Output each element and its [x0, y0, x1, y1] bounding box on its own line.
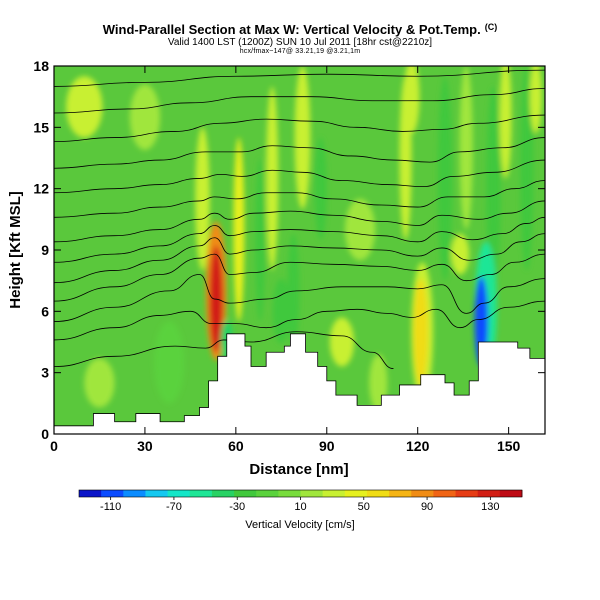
w-anomaly — [294, 66, 311, 210]
colorbar-swatch — [123, 490, 146, 497]
vertical-velocity-field — [66, 66, 542, 412]
colorbar-swatch — [189, 490, 213, 497]
w-anomaly — [344, 198, 376, 261]
w-anomaly — [266, 86, 279, 271]
theta-contour — [54, 137, 545, 169]
w-anomaly — [486, 86, 501, 291]
x-tick-label: 0 — [50, 438, 58, 454]
colorbar-tick-label: 50 — [358, 501, 370, 513]
colorbar-swatch — [145, 490, 168, 497]
colorbar-tick-label: -70 — [166, 501, 182, 513]
theta-contour — [54, 274, 545, 322]
colorbar-swatch — [101, 490, 124, 497]
w-anomaly — [499, 66, 512, 179]
w-anomaly — [255, 158, 265, 322]
colorbar-swatch — [79, 490, 102, 497]
theta-contour — [54, 216, 545, 263]
y-tick-label: 18 — [33, 58, 49, 74]
y-axis-title: Height [Kft MSL] — [7, 191, 24, 308]
theta-contour — [54, 69, 545, 87]
w-anomaly — [154, 321, 185, 404]
theta-contour — [54, 88, 545, 114]
x-tick-label: 150 — [497, 438, 521, 454]
y-tick-label: 0 — [41, 426, 49, 442]
theta-contour — [54, 300, 545, 341]
colorbar-swatch — [322, 490, 346, 497]
x-axis-title: Distance [nm] — [249, 461, 348, 478]
colorbar-tick-label: -110 — [100, 501, 121, 513]
theta-contour — [54, 233, 545, 284]
w-anomaly — [129, 84, 161, 150]
theta-contour — [54, 200, 545, 243]
w-anomaly — [451, 233, 470, 275]
y-tick-label: 6 — [41, 303, 49, 319]
theta-contour — [54, 159, 545, 194]
valid-time-subtitle: Valid 1400 LST (1200Z) SUN 10 Jul 2011 [… — [167, 37, 433, 48]
w-anomaly — [233, 137, 245, 322]
colorbar-swatch — [477, 490, 501, 497]
y-tick-label: 9 — [41, 242, 49, 258]
colorbar-swatch — [455, 490, 479, 497]
w-anomaly — [272, 278, 290, 345]
colorbar-swatch — [256, 490, 279, 497]
path-subtitle: hcx/fmax~147@ 33.21,19 @3.21,1m — [239, 48, 361, 55]
colorbar-tick-label: 90 — [421, 501, 433, 513]
colorbar-swatch — [300, 490, 324, 497]
theta-contour — [54, 253, 545, 302]
x-tick-label: 30 — [137, 438, 153, 454]
colorbar-tick-label: 130 — [481, 501, 499, 513]
terrain — [54, 333, 545, 434]
colorbar-tick-label: 10 — [294, 501, 306, 513]
colorbar-tick-label: -30 — [229, 501, 245, 513]
colorbar-swatch — [278, 490, 301, 497]
w-anomaly — [314, 137, 327, 240]
colorbar-swatch — [234, 490, 257, 497]
w-anomaly — [403, 66, 420, 134]
w-anomaly — [195, 127, 210, 271]
y-tick-label: 3 — [41, 365, 49, 381]
w-anomaly — [329, 317, 355, 367]
colorbar-swatch — [366, 490, 390, 497]
x-tick-label: 120 — [406, 438, 430, 454]
colorbar-swatch — [411, 490, 434, 497]
w-anomaly — [459, 66, 473, 230]
colorbar-swatch — [499, 490, 523, 497]
colorbar-swatch — [433, 490, 456, 497]
y-tick-label: 15 — [33, 119, 49, 135]
colorbar-swatch — [167, 490, 191, 497]
plot-area — [54, 66, 545, 434]
colorbar-swatch — [389, 490, 412, 497]
theta-contour — [54, 180, 545, 218]
y-axis: 0 3 6 9 12 15 18 — [33, 58, 545, 442]
x-tick-label: 60 — [228, 438, 244, 454]
theta-contour — [54, 114, 545, 143]
y-tick-label: 12 — [33, 181, 49, 197]
w-anomaly — [66, 76, 103, 138]
colorbar-swatch — [344, 490, 368, 497]
w-anomaly — [84, 358, 115, 408]
x-axis: 0 30 60 90 120 150 — [50, 66, 521, 454]
colorbar-title: Vertical Velocity [cm/s] — [245, 519, 354, 531]
w-anomaly — [413, 278, 429, 385]
x-tick-label: 90 — [319, 438, 335, 454]
theta-contours — [54, 69, 545, 369]
w-anomaly — [529, 66, 542, 134]
colorbar-swatch — [211, 490, 235, 497]
chart-title: Wind-Parallel Section at Max W: Vertical… — [102, 22, 498, 37]
colorbar: -110 -70 -30 10 50 90 130 — [78, 489, 523, 513]
